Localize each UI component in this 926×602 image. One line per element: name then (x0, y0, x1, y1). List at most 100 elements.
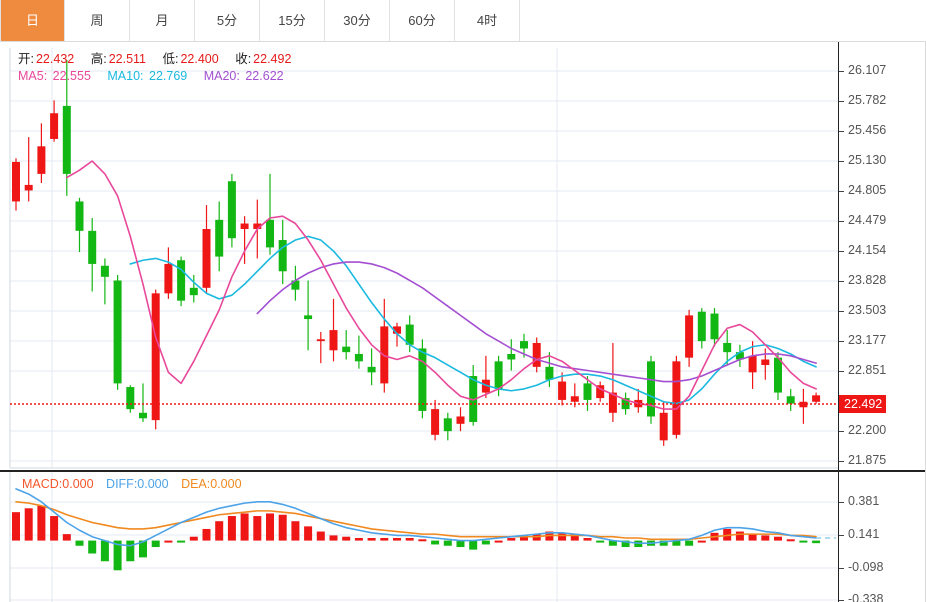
tab-period-30min[interactable]: 30分 (325, 0, 390, 41)
price-axis-tickmark (839, 371, 844, 372)
macd-histogram-bar (494, 540, 503, 543)
macd-histogram-bar (431, 540, 440, 545)
candle-body (723, 342, 732, 353)
macd-axis-tickmark (839, 535, 844, 536)
macd-histogram-bar (697, 540, 706, 543)
price-axis-tickmark (839, 311, 844, 312)
macd-histogram-bar (672, 540, 681, 546)
macd-histogram-bar (367, 538, 376, 541)
diff-line (15, 488, 817, 547)
macd-histogram-bar (570, 534, 579, 541)
candle-body (316, 339, 325, 342)
macd-chart-panel[interactable] (0, 470, 926, 602)
candle-body (215, 219, 224, 257)
price-chart-panel[interactable] (0, 42, 926, 470)
macd-histogram-bar (24, 508, 33, 541)
macd-histogram-bar (177, 540, 186, 543)
candle-body (685, 315, 694, 358)
macd-histogram-bar (227, 516, 236, 541)
macd-histogram-bar (748, 534, 757, 541)
candle-body (583, 383, 592, 400)
price-chart-svg (9, 48, 838, 469)
candle-body (278, 240, 287, 272)
candle-body (100, 265, 109, 277)
candle-body (735, 352, 744, 360)
price-axis-tickmark (839, 461, 844, 462)
tab-period-4hour[interactable]: 4时 (455, 0, 520, 41)
candle-body (62, 105, 71, 174)
candle-body (761, 359, 770, 366)
candle-body (151, 293, 160, 421)
candle-body (418, 348, 427, 411)
macd-histogram-bar (774, 536, 782, 541)
ma10-line (129, 235, 817, 405)
macd-histogram-bar (685, 540, 694, 546)
tab-period-60min[interactable]: 60分 (390, 0, 455, 41)
candle-body (786, 396, 795, 404)
candle-body (456, 416, 465, 424)
price-axis-tickmark (839, 191, 844, 192)
macd-histogram-bar (266, 513, 274, 541)
candle-body (494, 361, 503, 389)
candle-body (748, 355, 757, 373)
macd-histogram-bar (100, 540, 109, 562)
macd-histogram-bar (520, 535, 528, 541)
macd-histogram-bar (50, 516, 59, 541)
macd-histogram-bar (316, 531, 325, 541)
candle-body (24, 184, 33, 191)
macd-chart-svg (9, 472, 838, 602)
macd-histogram-bar (393, 538, 401, 541)
candle-body (393, 326, 401, 334)
tab-period-week[interactable]: 周 (65, 0, 130, 41)
candle-body (507, 353, 516, 360)
candle-body (443, 418, 452, 432)
macd-histogram-bar (812, 540, 821, 544)
tab-period-5min[interactable]: 5分 (195, 0, 260, 41)
tab-period-15min[interactable]: 15分 (260, 0, 325, 41)
macd-histogram-bar (354, 538, 363, 541)
macd-histogram-bar (735, 531, 744, 541)
candle-body (113, 280, 122, 384)
macd-histogram-bar (659, 540, 668, 546)
macd-histogram-bar (164, 540, 173, 543)
ma5-line (66, 160, 817, 410)
macd-axis-tickmark (839, 600, 844, 601)
tab-period-month[interactable]: 月 (130, 0, 195, 41)
candle-body (139, 412, 147, 419)
candle-body (50, 113, 59, 139)
candle-body (532, 342, 541, 367)
price-axis-tickmark (839, 281, 844, 282)
price-axis-tickmark (839, 341, 844, 342)
candle-body (672, 361, 681, 435)
y-axis-divider (838, 42, 839, 602)
macd-histogram-bar (469, 540, 478, 550)
candle-body (164, 263, 173, 294)
macd-histogram-bar (139, 540, 147, 558)
macd-histogram-bar (786, 539, 795, 542)
macd-histogram-bar (88, 540, 97, 554)
candle-body (570, 396, 579, 402)
last-price-badge: 22.492 (839, 395, 887, 413)
macd-axis-tickmark (839, 568, 844, 569)
candle-body (342, 346, 351, 353)
price-axis-tickmark (839, 131, 844, 132)
macd-histogram-bar (62, 534, 71, 541)
period-tabbar: 日 周 月 5分 15分 30分 60分 4时 (0, 0, 926, 42)
candle-body (177, 260, 186, 301)
macd-histogram-bar (304, 526, 313, 541)
candle-body (812, 395, 821, 402)
macd-histogram-bar (291, 521, 300, 541)
candle-body (126, 387, 135, 410)
macd-histogram-bar (481, 540, 490, 545)
tabbar-filler (520, 0, 926, 41)
candle-body (266, 219, 274, 248)
macd-histogram-bar (418, 539, 427, 542)
tab-period-day[interactable]: 日 (0, 0, 65, 41)
candle-body (405, 324, 414, 345)
macd-histogram-bar (621, 540, 630, 548)
dea-line (15, 501, 817, 541)
price-axis-tickmark (839, 161, 844, 162)
candle-body (37, 146, 46, 174)
candle-body (329, 330, 338, 351)
